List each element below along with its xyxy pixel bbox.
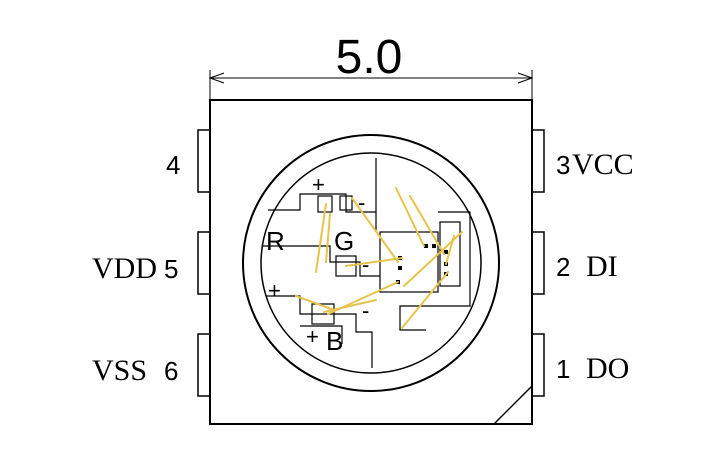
ic-bond-pad (444, 250, 448, 254)
pin-1-number: 1 (556, 354, 570, 384)
pin-6-name: VSS (92, 354, 147, 387)
arrow-right-icon (517, 72, 534, 84)
pad-5 (197, 231, 211, 295)
pad-chip-g (335, 255, 357, 277)
label-plus-bottom: + (306, 324, 319, 349)
bond-wires (295, 187, 463, 329)
pad-right-upper (439, 221, 461, 287)
label-red: R (266, 226, 285, 256)
label-blue: B (326, 326, 343, 356)
lens-inner-ring (260, 152, 482, 374)
pin-2-number: 2 (556, 252, 570, 282)
pad-4 (197, 129, 211, 193)
pin-4-number: 4 (166, 150, 180, 180)
frame-trace-right (399, 211, 471, 331)
ic-bond-pad (398, 266, 402, 270)
dimension-annotation (208, 70, 534, 100)
pad-1 (531, 333, 545, 397)
pad-6 (197, 333, 211, 397)
pin-pads (197, 129, 545, 397)
pin-3-name: VCC (572, 148, 634, 181)
bond-wire (409, 195, 445, 255)
frame-trace-left-low (266, 295, 373, 368)
arrow-left-icon (208, 72, 225, 84)
pin-2-name: DI (586, 250, 618, 283)
pad-3 (531, 129, 545, 193)
label-minus-mid: - (362, 252, 369, 277)
pad-2 (531, 231, 545, 295)
label-plus-top: + (312, 172, 325, 197)
bond-wire (351, 197, 399, 263)
pin-5-number: 5 (164, 254, 178, 284)
label-plus-left: + (268, 278, 281, 303)
label-minus-low: - (362, 298, 369, 323)
ic-bond-pad (432, 244, 436, 248)
ic-bond-pad (424, 244, 428, 248)
label-minus-top: - (358, 190, 365, 215)
bond-wire (345, 257, 403, 267)
pin-3-number: 3 (556, 150, 570, 180)
bond-wire (395, 187, 425, 247)
pin1-marker-chamfer (493, 385, 533, 425)
pin-6-number: 6 (164, 356, 178, 386)
frame-trace-bottom (300, 325, 343, 344)
lead-frame (262, 158, 471, 368)
pin-5-name: VDD (92, 252, 157, 285)
bond-wire (403, 231, 463, 287)
dimension-value: 5.0 (336, 31, 403, 84)
bond-wire (401, 271, 449, 329)
bond-wire (325, 213, 331, 263)
frame-trace-left-mid (262, 245, 380, 277)
lens-outer-ring (242, 134, 500, 392)
bond-wire (295, 295, 335, 311)
pad-chip-minus (339, 195, 353, 211)
pad-chip-b (311, 303, 335, 325)
bond-wire (315, 203, 327, 273)
label-green: G (334, 226, 354, 256)
pin-1-name: DO (586, 352, 629, 385)
